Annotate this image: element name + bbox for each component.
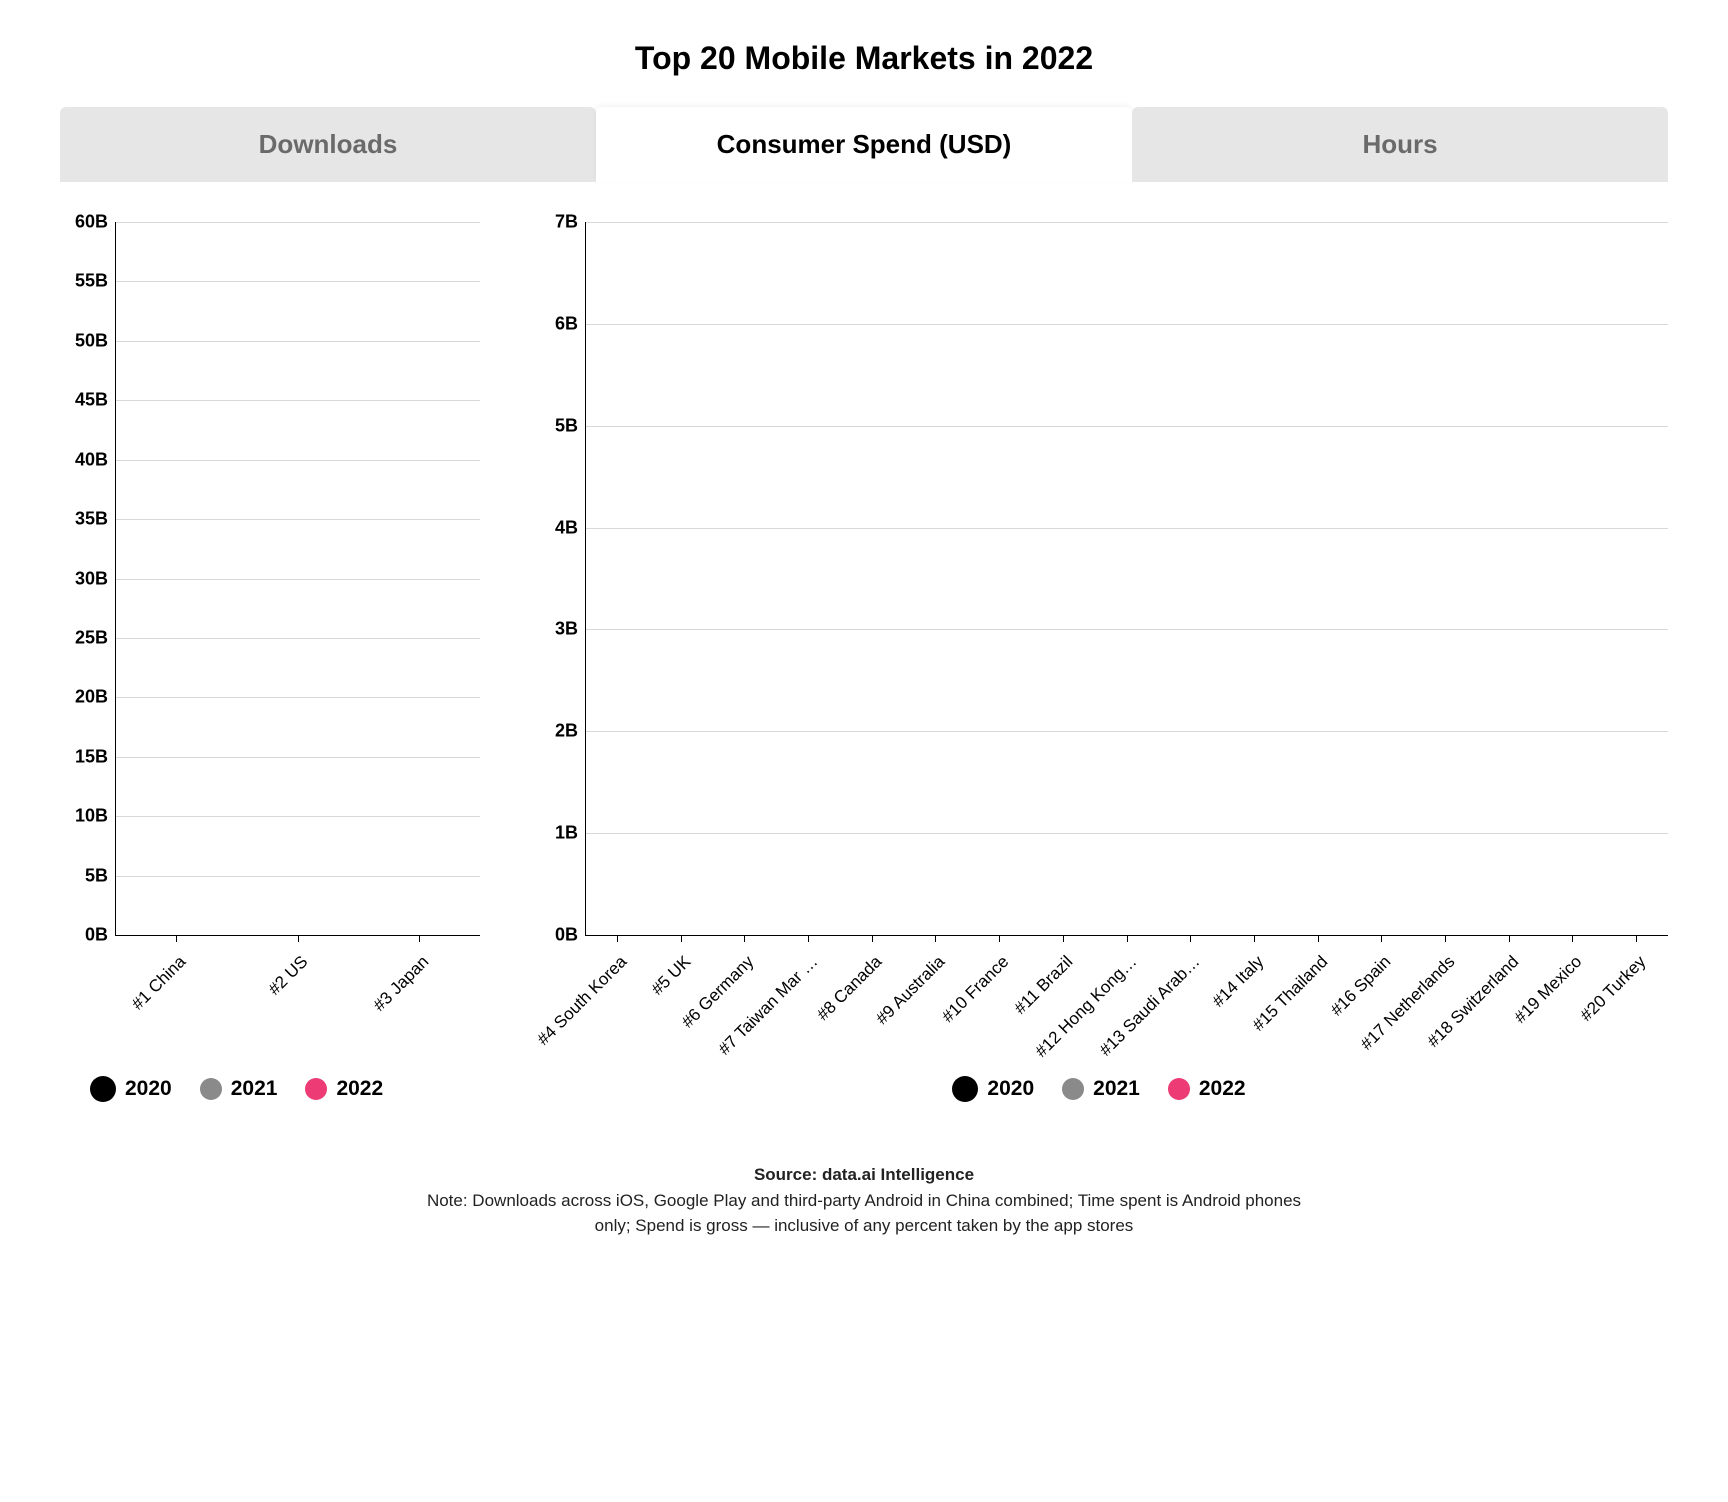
gridline (586, 833, 1668, 834)
ytick-label: 6B (555, 313, 586, 334)
plot-area-right: 0B1B2B3B4B5B6B7B (585, 222, 1668, 936)
gridline (116, 816, 480, 817)
gridline (116, 579, 480, 580)
xtick (298, 936, 299, 942)
ytick-label: 0B (555, 925, 586, 946)
xtick (1127, 936, 1128, 942)
bars-right (586, 222, 1668, 935)
ytick-label: 2B (555, 721, 586, 742)
legend-dot-icon (90, 1076, 116, 1102)
xtick (872, 936, 873, 942)
gridline (116, 341, 480, 342)
xtick (744, 936, 745, 942)
ytick-label: 10B (75, 806, 116, 827)
legend-item-2022: 2022 (305, 1076, 383, 1102)
legend-item-2021: 2021 (1062, 1076, 1140, 1102)
legend-dot-icon (1168, 1078, 1190, 1100)
chart-title: Top 20 Mobile Markets in 2022 (60, 40, 1668, 77)
xtick (1254, 936, 1255, 942)
legend-item-2022: 2022 (1168, 1076, 1246, 1102)
xtick (1063, 936, 1064, 942)
gridline (586, 528, 1668, 529)
xtick (1572, 936, 1573, 942)
gridline (586, 426, 1668, 427)
gridline (116, 460, 480, 461)
ytick-label: 30B (75, 568, 116, 589)
legend-right: 2020 2021 2022 (530, 1076, 1668, 1102)
legend-dot-icon (1062, 1078, 1084, 1100)
legend-dot-icon (305, 1078, 327, 1100)
tab-consumer-spend[interactable]: Consumer Spend (USD) (596, 107, 1132, 182)
footer-source: Source: data.ai Intelligence (60, 1162, 1668, 1188)
ytick-label: 45B (75, 390, 116, 411)
xtick (1445, 936, 1446, 942)
gridline (116, 757, 480, 758)
gridline (586, 222, 1668, 223)
legend-label: 2020 (987, 1077, 1034, 1101)
ytick-label: 60B (75, 212, 116, 233)
gridline (116, 222, 480, 223)
ytick-label: 0B (85, 925, 116, 946)
xtick (808, 936, 809, 942)
legend-item-2020: 2020 (952, 1076, 1034, 1102)
ytick-label: 5B (85, 865, 116, 886)
xtick (617, 936, 618, 942)
gridline (116, 876, 480, 877)
xtick (1636, 936, 1637, 942)
ytick-label: 20B (75, 687, 116, 708)
footer-note: Note: Downloads across iOS, Google Play … (414, 1188, 1314, 1239)
gridline (116, 281, 480, 282)
gridline (586, 324, 1668, 325)
legend-label: 2021 (1093, 1077, 1140, 1101)
ytick-label: 55B (75, 271, 116, 292)
tab-hours[interactable]: Hours (1132, 107, 1668, 182)
plot-area-left: 0B5B10B15B20B25B30B35B40B45B50B55B60B (115, 222, 480, 936)
legend-dot-icon (200, 1078, 222, 1100)
chart-footer: Source: data.ai Intelligence Note: Downl… (60, 1162, 1668, 1239)
charts-row: 0B5B10B15B20B25B30B35B40B45B50B55B60B #1… (60, 222, 1668, 1102)
ytick-label: 5B (555, 415, 586, 436)
gridline (116, 638, 480, 639)
chart-left: 0B5B10B15B20B25B30B35B40B45B50B55B60B #1… (60, 222, 480, 1102)
chart-right: 0B1B2B3B4B5B6B7B #4 South Korea#5 UK#6 G… (530, 222, 1668, 1102)
tab-bar: Downloads Consumer Spend (USD) Hours (60, 107, 1668, 182)
legend-label: 2022 (336, 1077, 383, 1101)
ytick-label: 1B (555, 823, 586, 844)
xtick (1381, 936, 1382, 942)
ytick-label: 40B (75, 449, 116, 470)
legend-left: 2020 2021 2022 (90, 1076, 480, 1102)
ytick-label: 7B (555, 212, 586, 233)
xtick (419, 936, 420, 942)
gridline (116, 697, 480, 698)
xtick (176, 936, 177, 942)
tab-downloads[interactable]: Downloads (60, 107, 596, 182)
ytick-label: 50B (75, 330, 116, 351)
legend-item-2020: 2020 (90, 1076, 172, 1102)
gridline (116, 400, 480, 401)
xtick (681, 936, 682, 942)
xtick (1318, 936, 1319, 942)
legend-label: 2022 (1199, 1077, 1246, 1101)
xlabels-left: #1 China#2 US#3 Japan (115, 936, 480, 1076)
ytick-label: 25B (75, 627, 116, 648)
gridline (586, 629, 1668, 630)
ytick-label: 3B (555, 619, 586, 640)
ytick-label: 35B (75, 509, 116, 530)
legend-item-2021: 2021 (200, 1076, 278, 1102)
xtick (1509, 936, 1510, 942)
ytick-label: 15B (75, 746, 116, 767)
legend-dot-icon (952, 1076, 978, 1102)
legend-label: 2021 (231, 1077, 278, 1101)
legend-label: 2020 (125, 1077, 172, 1101)
xtick (1190, 936, 1191, 942)
gridline (116, 519, 480, 520)
ytick-label: 4B (555, 517, 586, 538)
xtick (935, 936, 936, 942)
xtick (999, 936, 1000, 942)
xlabels-right: #4 South Korea#5 UK#6 Germany#7 Taiwan M… (585, 936, 1668, 1076)
gridline (586, 731, 1668, 732)
